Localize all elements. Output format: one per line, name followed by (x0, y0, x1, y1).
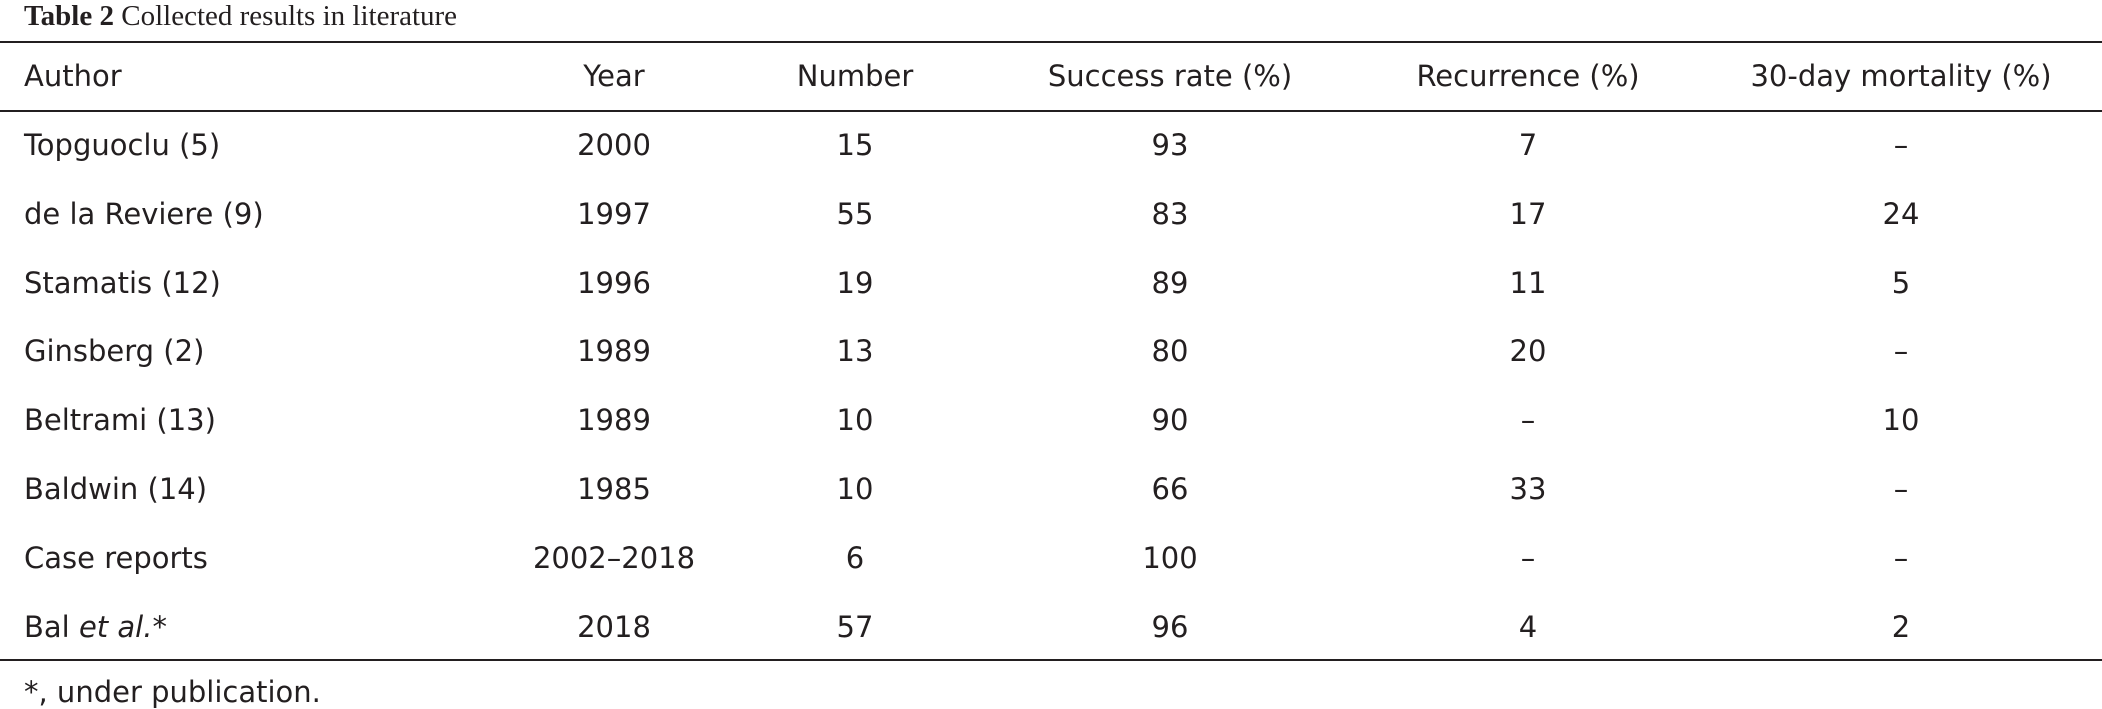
table-cell: – (1520, 403, 1536, 438)
table-cell: 2018 (577, 609, 651, 644)
table-cell: 10 (1882, 403, 1920, 438)
table-cell: 7 (1518, 128, 1538, 162)
table-cell: 19 (836, 265, 874, 300)
top-rule (0, 41, 2102, 43)
table-cell: 10 (836, 403, 874, 438)
table-cell: 4 (1518, 609, 1538, 644)
table-cell: 57 (836, 609, 874, 644)
table-cell: – (1520, 540, 1536, 575)
table-cell: 80 (1151, 334, 1189, 369)
table-cell: 1989 (577, 334, 651, 369)
table-cell: Case reports (24, 540, 208, 575)
header-cell: Number (796, 59, 914, 93)
table-cell: 10 (836, 472, 874, 506)
table-cell: 90 (1151, 403, 1189, 438)
bottom-rule (0, 659, 2102, 661)
table-cell: 93 (1151, 128, 1189, 162)
table-cell: 66 (1151, 472, 1189, 506)
table-cell: 1997 (577, 196, 651, 231)
table-cell: 1996 (577, 265, 651, 300)
header-cell: Recurrence (%) (1416, 59, 1640, 93)
table-cell: 89 (1151, 265, 1189, 300)
text-segment: * (152, 609, 167, 644)
table-cell: – (1893, 334, 1909, 369)
header-cell: Year (583, 59, 645, 93)
header-rule (0, 110, 2102, 112)
table-cell: 33 (1509, 472, 1547, 506)
table-cell: 2002–2018 (532, 540, 696, 575)
table-cell: Stamatis (12) (24, 265, 221, 300)
table-cell: 55 (836, 196, 874, 231)
table-cell: – (1893, 540, 1909, 575)
table-cell: 15 (836, 128, 874, 162)
table-cell: 1989 (577, 403, 651, 438)
table-cell: 11 (1509, 265, 1547, 300)
header-cell: 30-day mortality (%) (1750, 59, 2052, 93)
table-cell: – (1893, 128, 1909, 162)
text-segment: et al. (78, 609, 153, 644)
table-cell: – (1893, 472, 1909, 506)
table-cell: 17 (1509, 196, 1547, 231)
table-cell: 5 (1891, 265, 1911, 300)
table-cell: de la Reviere (9) (24, 196, 264, 231)
caption-title: Collected results in literature (121, 0, 458, 32)
table-cell: Beltrami (13) (24, 403, 216, 438)
footnote: *, under publication. (24, 675, 321, 709)
text-segment: Bal (24, 609, 79, 644)
caption: Table 2 Collected results in literature (24, 0, 457, 32)
header-cell: Author (24, 59, 122, 93)
table-cell: 2000 (577, 128, 651, 162)
table-cell: 1985 (577, 472, 651, 506)
table-cell: 20 (1509, 334, 1547, 369)
table-cell: 13 (836, 334, 874, 369)
header-cell: Success rate (%) (1047, 59, 1293, 93)
table-cell: Bal et al.* (24, 609, 167, 645)
table-cell: Baldwin (14) (24, 472, 208, 506)
table-cell: Ginsberg (2) (24, 334, 205, 369)
table-cell: 83 (1151, 196, 1189, 231)
table-cell: 96 (1151, 609, 1189, 644)
table-cell: 24 (1882, 196, 1920, 231)
table-cell: 2 (1891, 609, 1911, 644)
table-cell: Topguoclu (5) (24, 128, 221, 162)
table-cell: 6 (845, 540, 865, 575)
caption-label: Table 2 (24, 0, 114, 32)
table-cell: 100 (1142, 540, 1198, 575)
